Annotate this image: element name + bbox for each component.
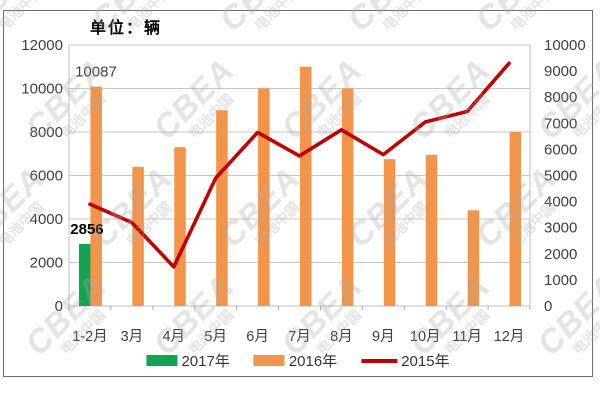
line-2015年 (88, 61, 511, 269)
svg-text:8000: 8000 (544, 89, 577, 106)
legend-line-swatch-2015 (361, 358, 398, 363)
chart-canvas: 0 2000 4000 6000 8000 10000 12000 0 1000 2000 3000… (21, 37, 586, 345)
svg-text:2000: 2000 (544, 246, 577, 263)
svg-text:9000: 9000 (544, 63, 577, 80)
legend-item-2016: 2016年 (253, 350, 338, 371)
legend-item-2017: 2017年 (146, 350, 230, 371)
legend-swatch-2016 (253, 355, 285, 366)
svg-text:2000: 2000 (30, 255, 63, 272)
svg-text:12月: 12月 (494, 329, 525, 345)
svg-text:6月: 6月 (246, 329, 269, 345)
bar-2016年-5月 (216, 110, 228, 306)
bar-2016年-6月 (258, 88, 270, 306)
svg-text:1-2月: 1-2月 (72, 329, 107, 345)
svg-text:10000: 10000 (21, 81, 63, 98)
x-axis-ticks (68, 306, 531, 310)
bar-2016年-1-2月 (90, 86, 102, 306)
legend-label-2015: 2015年 (401, 353, 450, 370)
svg-text:4000: 4000 (544, 194, 577, 211)
svg-text:3月: 3月 (121, 329, 144, 345)
chart-figure-frame: 单位：辆 0 2000 4000 6000 8000 10000 12000 0 1000 200… (3, 10, 593, 377)
chart-legend: 2017年 2016年 2015年 (146, 350, 450, 371)
svg-text:10000: 10000 (544, 37, 586, 54)
gridlines (68, 44, 531, 307)
bar-2016年-12月 (509, 132, 522, 306)
right-axis-labels: 0 1000 2000 3000 4000 5000 6000 7000 8000 9000 100… (544, 37, 586, 315)
legend-label-2017: 2017年 (181, 353, 230, 370)
legend-label-2016: 2016年 (288, 353, 338, 370)
svg-text:12000: 12000 (21, 37, 63, 54)
svg-text:8000: 8000 (30, 124, 63, 141)
svg-text:6000: 6000 (544, 141, 577, 158)
svg-text:4月: 4月 (162, 329, 185, 345)
data-label-10087: 10087 (75, 64, 117, 81)
svg-text:10月: 10月 (410, 329, 441, 345)
svg-text:7000: 7000 (544, 115, 577, 132)
bars-2017年 (78, 243, 91, 306)
bar-2016年-7月 (300, 66, 312, 306)
bar-2016年-9月 (383, 159, 396, 306)
bar-2016年-10月 (425, 154, 438, 306)
legend-item-2015: 2015年 (361, 350, 450, 371)
data-label-2856: 2856 (70, 221, 103, 238)
svg-text:6000: 6000 (30, 168, 63, 185)
bar-2016年-4月 (174, 147, 186, 306)
bar-2016年-8月 (341, 88, 354, 306)
bar-2016年-3月 (132, 166, 144, 306)
bars-2016年 (90, 66, 522, 306)
data-labels: 10087 2856 (70, 64, 117, 238)
left-axis-labels: 0 2000 4000 6000 8000 10000 12000 (21, 37, 63, 315)
svg-text:11月: 11月 (452, 329, 482, 345)
svg-text:9月: 9月 (372, 329, 395, 345)
bar-2016年-11月 (467, 210, 480, 306)
legend-swatch-2017 (146, 355, 178, 366)
svg-text:8月: 8月 (330, 329, 353, 345)
x-axis-labels: 1-2月 3月 4月 5月 6月 7月 8月 9月 10月 11月 12月 (72, 329, 524, 345)
bar-2017年-1-2月 (78, 243, 91, 306)
svg-text:5月: 5月 (204, 329, 227, 345)
svg-text:4000: 4000 (30, 211, 63, 228)
svg-text:1000: 1000 (544, 272, 577, 289)
svg-text:0: 0 (544, 298, 552, 315)
svg-text:3000: 3000 (544, 220, 577, 237)
svg-text:5000: 5000 (544, 168, 577, 185)
chart-title: 单位：辆 (90, 20, 163, 37)
svg-text:7月: 7月 (288, 329, 311, 345)
svg-text:0: 0 (55, 298, 63, 315)
